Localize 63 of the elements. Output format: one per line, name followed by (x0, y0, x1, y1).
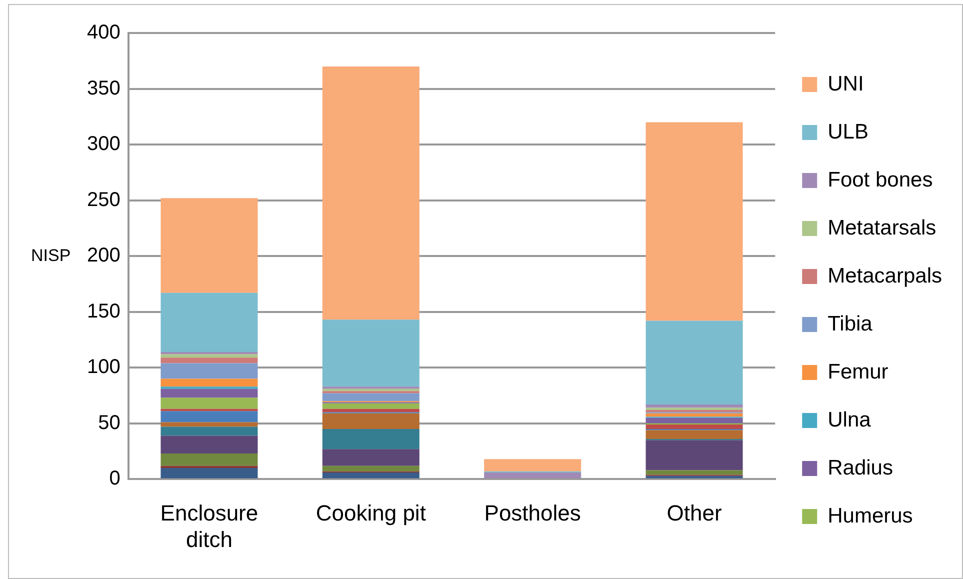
bar (160, 378, 258, 387)
legend-label: Humerus (828, 504, 913, 528)
legend-label: Metacarpals (828, 264, 942, 288)
bar (160, 466, 258, 468)
bar (322, 466, 420, 472)
bar (322, 408, 420, 412)
bar (322, 429, 420, 450)
bar (646, 440, 743, 470)
bar (160, 398, 258, 409)
legend-label: Radius (828, 456, 893, 480)
y-tick-label: 0 (109, 468, 120, 490)
bar (322, 66, 420, 320)
x-tick-label: Enclosure ditch (160, 500, 258, 552)
bar (322, 413, 420, 430)
bar (646, 413, 743, 417)
bar (322, 393, 420, 402)
y-tick-label: 150 (86, 300, 120, 322)
bar (160, 411, 258, 422)
bar (160, 436, 258, 454)
x-tick-label: Other (666, 500, 722, 526)
bar (160, 426, 258, 436)
legend-label: Femur (828, 360, 888, 384)
bar (322, 403, 420, 409)
y-tick-label: 50 (98, 412, 120, 434)
bar (322, 472, 420, 478)
y-tick-label: 350 (86, 77, 120, 100)
legend-label: Ulna (828, 408, 872, 432)
legend-label: ULB (828, 120, 868, 144)
bar (322, 320, 420, 387)
bar (160, 454, 258, 466)
bar (160, 388, 258, 398)
bar (322, 449, 420, 466)
legend-label: UNI (828, 72, 864, 96)
bar (322, 388, 420, 392)
bar (160, 468, 258, 478)
bar (646, 320, 743, 404)
bar (484, 459, 582, 472)
bar (484, 472, 582, 478)
bar (646, 418, 743, 424)
bar (646, 470, 743, 475)
bar (160, 408, 258, 412)
bar (160, 354, 258, 358)
bar (160, 198, 258, 293)
y-tick-label: 250 (86, 188, 120, 211)
y-tick-label: 200 (86, 244, 120, 267)
bar (160, 292, 258, 352)
x-tick-label: Postholes (484, 500, 581, 526)
bar (160, 363, 258, 379)
bar (160, 358, 258, 364)
legend-label: Tibia (828, 312, 873, 336)
y-tick-label: 100 (86, 356, 120, 378)
y-tick-label: 300 (86, 133, 120, 156)
x-tick-label: Cooking pit (316, 500, 426, 526)
bar (646, 404, 743, 408)
legend-label: Foot bones (828, 168, 933, 192)
bar (160, 422, 258, 427)
legend-label: Metatarsals (828, 216, 936, 240)
bar (646, 122, 743, 321)
bar (646, 430, 743, 440)
bar (646, 408, 743, 410)
bar (646, 424, 743, 430)
y-tick-label: 400 (86, 22, 120, 44)
y-axis-title: NISP (31, 246, 71, 265)
